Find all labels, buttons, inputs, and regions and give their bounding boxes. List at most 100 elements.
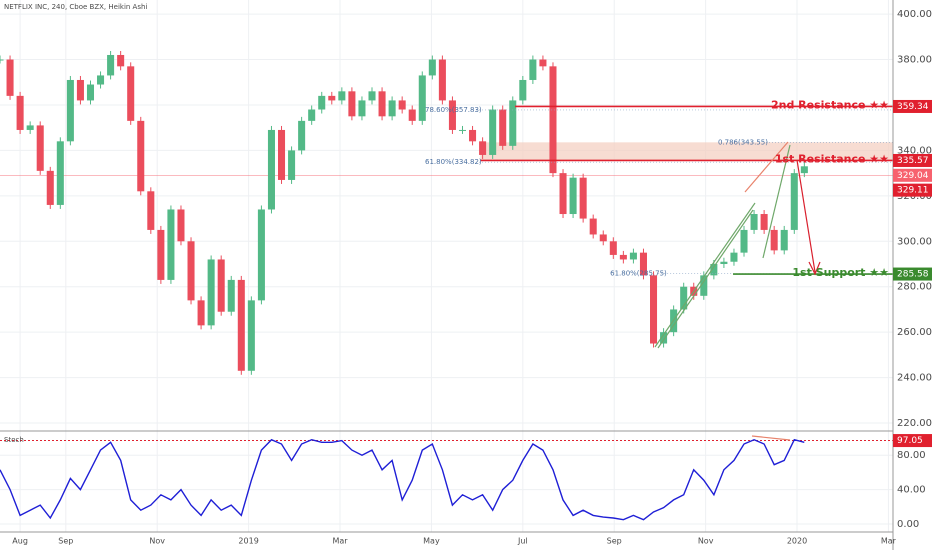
candle xyxy=(800,166,808,174)
level-price-box xyxy=(893,153,932,167)
candle xyxy=(257,209,265,301)
candle xyxy=(448,100,456,130)
candle xyxy=(358,100,366,117)
candle xyxy=(700,275,708,296)
candle xyxy=(56,141,64,205)
candle xyxy=(76,79,84,101)
y-tick-label: 0.00 xyxy=(897,519,919,530)
y-tick-label: 260.00 xyxy=(897,327,932,338)
trend-line xyxy=(657,209,754,349)
candle xyxy=(680,286,688,310)
candle xyxy=(36,125,44,171)
y-tick-label: 400.00 xyxy=(897,9,932,20)
candle xyxy=(639,252,647,276)
candle xyxy=(438,59,446,101)
arrow-head xyxy=(808,261,821,276)
level-price-box xyxy=(893,267,932,281)
x-tick-label: Sep xyxy=(607,537,622,546)
level-price-box xyxy=(893,99,932,113)
candle xyxy=(509,100,517,146)
candle xyxy=(197,300,205,326)
candle xyxy=(660,332,668,344)
candle xyxy=(398,100,406,110)
candle xyxy=(167,209,175,280)
x-tick-label: Sep xyxy=(58,537,73,546)
level-label: 1st Support ★★ xyxy=(792,266,889,279)
drawings xyxy=(654,141,821,441)
candle xyxy=(770,229,778,251)
candle xyxy=(368,91,376,101)
x-tick-label: May xyxy=(423,537,440,546)
candle xyxy=(147,191,155,230)
candle xyxy=(0,59,4,61)
candle xyxy=(458,129,467,131)
indicator-title: Stoch xyxy=(4,436,24,444)
x-tick-label: Nov xyxy=(149,537,165,546)
candle xyxy=(650,275,658,344)
x-tick-label: 2020 xyxy=(787,537,807,546)
stoch-line xyxy=(0,438,805,521)
level-label: 2nd Resistance ★★ xyxy=(771,98,889,111)
candle xyxy=(157,229,165,280)
candle xyxy=(629,252,637,260)
x-tick-label: Nov xyxy=(698,537,714,546)
price-label-box xyxy=(893,183,932,197)
x-tick-label: Mar xyxy=(881,537,897,546)
chart-title: NETFLIX INC, 240, Cboe BZX, Heikin Ashi xyxy=(4,3,147,11)
candle xyxy=(740,229,748,253)
candle xyxy=(499,109,507,146)
candle xyxy=(247,300,255,371)
trend-line xyxy=(654,202,756,348)
candle xyxy=(348,91,356,117)
candle xyxy=(720,261,728,265)
x-tick-label: Jul xyxy=(517,537,528,546)
arrow xyxy=(796,159,816,273)
labels: 220.00240.00260.00280.00300.00320.00340.… xyxy=(12,9,932,546)
candle xyxy=(187,241,195,301)
stoch-level-box xyxy=(893,434,932,448)
price-label: 329.11 xyxy=(897,186,929,196)
level-price: 285.58 xyxy=(897,270,929,280)
candle xyxy=(86,84,95,101)
candle xyxy=(619,254,627,260)
candle xyxy=(97,75,105,85)
candle xyxy=(288,150,296,180)
candle xyxy=(177,209,185,242)
y-tick-label: 380.00 xyxy=(897,55,932,66)
candle xyxy=(217,259,225,312)
fib-label: 78.60%(357.83) xyxy=(425,106,482,114)
candle xyxy=(479,141,487,155)
arrow xyxy=(744,141,789,193)
x-tick-label: Mar xyxy=(332,537,348,546)
candle xyxy=(267,129,275,210)
candle xyxy=(117,54,125,67)
candle xyxy=(710,264,718,276)
candle xyxy=(569,177,577,215)
candle xyxy=(46,170,54,205)
candle xyxy=(609,241,617,255)
candle xyxy=(549,66,557,174)
y-tick-label: 240.00 xyxy=(897,373,932,384)
candle xyxy=(298,120,306,151)
level-label: 1st Resistance ★★ xyxy=(775,152,889,165)
candle xyxy=(559,173,567,215)
candle xyxy=(408,109,416,121)
candle xyxy=(579,177,587,219)
candle xyxy=(6,59,14,96)
candle xyxy=(16,95,24,130)
stoch-level: 97.05 xyxy=(897,436,923,446)
candle xyxy=(227,279,235,312)
candle xyxy=(790,173,798,230)
candle xyxy=(539,59,547,67)
candle xyxy=(127,66,135,121)
candle xyxy=(378,91,386,117)
candle xyxy=(338,91,346,101)
x-tick-label: Aug xyxy=(12,537,28,546)
candle xyxy=(388,100,396,117)
y-tick-label: 300.00 xyxy=(897,236,932,247)
candle xyxy=(529,59,537,80)
candle xyxy=(418,75,426,121)
candle xyxy=(428,59,436,76)
candle xyxy=(207,259,215,326)
